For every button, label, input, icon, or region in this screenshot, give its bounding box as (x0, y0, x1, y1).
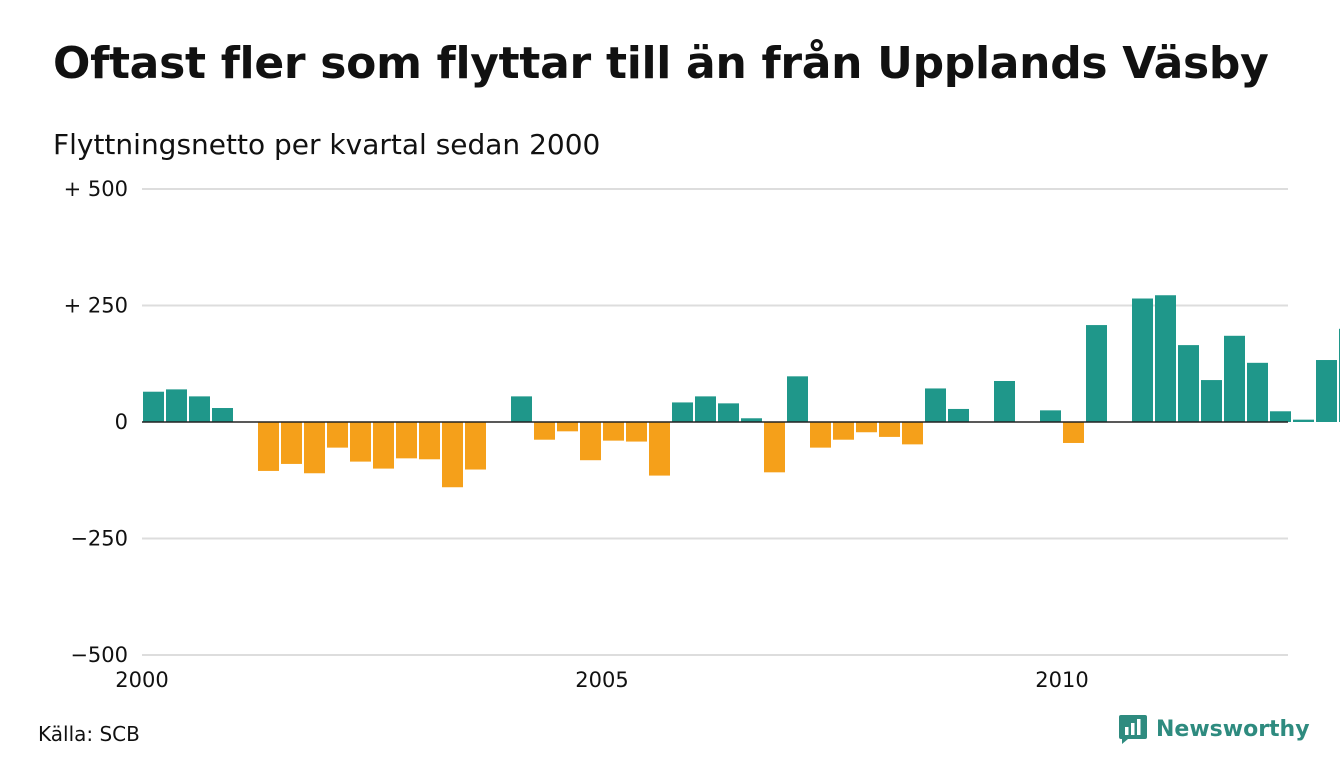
x-tick-label: 2000 (115, 668, 168, 692)
bar (143, 391, 164, 422)
bar (1224, 335, 1245, 422)
bar (603, 422, 624, 441)
newsworthy-logo-icon (1119, 715, 1147, 744)
bar (327, 422, 348, 448)
bar (1063, 422, 1084, 443)
bar (304, 422, 325, 474)
bar (833, 422, 854, 440)
bar (925, 388, 946, 422)
bar (810, 422, 831, 448)
chart-title: Oftast fler som flyttar till än från Upp… (53, 38, 1269, 89)
bar (994, 380, 1015, 422)
bar (580, 422, 601, 461)
bar (442, 422, 463, 488)
y-axis-labels: + 500 + 250 0 −250 −500 (64, 177, 128, 667)
bar (948, 408, 969, 422)
bar (718, 403, 739, 422)
bar (672, 402, 693, 422)
y-tick-label: 0 (115, 410, 128, 434)
chart-subtitle: Flyttningsnetto per kvartal sedan 2000 (53, 128, 601, 161)
bar (626, 422, 647, 442)
bar (1247, 362, 1268, 422)
y-tick-label: −250 (70, 527, 128, 551)
bar (419, 422, 440, 460)
brand-name: Newsworthy (1156, 716, 1310, 742)
bar (166, 389, 187, 422)
bar (1316, 360, 1337, 422)
bar (511, 396, 532, 422)
x-tick-label: 2005 (575, 668, 628, 692)
bar (1155, 295, 1176, 422)
bar (1086, 325, 1107, 422)
y-tick-label: + 500 (64, 177, 128, 201)
bar-series (143, 295, 1340, 488)
bar (465, 422, 486, 470)
grid-lines (142, 188, 1288, 656)
bar (695, 396, 716, 422)
x-tick-label: 2010 (1035, 668, 1088, 692)
bar (373, 422, 394, 469)
bar (764, 422, 785, 473)
brand-logo[interactable]: Newsworthy (1118, 713, 1310, 745)
bar (189, 396, 210, 422)
bar (281, 422, 302, 464)
bar (1132, 298, 1153, 422)
y-tick-label: + 250 (64, 294, 128, 318)
bar (350, 422, 371, 462)
bar (396, 422, 417, 459)
bar (1178, 345, 1199, 422)
bar (1270, 411, 1291, 422)
bar (1040, 410, 1061, 422)
bar (1293, 419, 1314, 422)
source-note: Källa: SCB (38, 722, 140, 746)
bar (557, 422, 578, 432)
bar (212, 408, 233, 422)
bar (649, 422, 670, 476)
bar (787, 376, 808, 422)
bar (1201, 380, 1222, 422)
bar (856, 422, 877, 433)
bar (902, 422, 923, 445)
bar (879, 422, 900, 437)
bar (258, 422, 279, 471)
bar (741, 418, 762, 422)
y-tick-label: −500 (70, 643, 128, 667)
x-axis-labels: 20002005201020152020 (115, 668, 1088, 692)
bar (534, 422, 555, 440)
